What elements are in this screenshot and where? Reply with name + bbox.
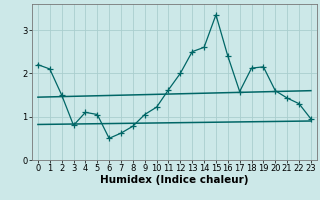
- X-axis label: Humidex (Indice chaleur): Humidex (Indice chaleur): [100, 175, 249, 185]
